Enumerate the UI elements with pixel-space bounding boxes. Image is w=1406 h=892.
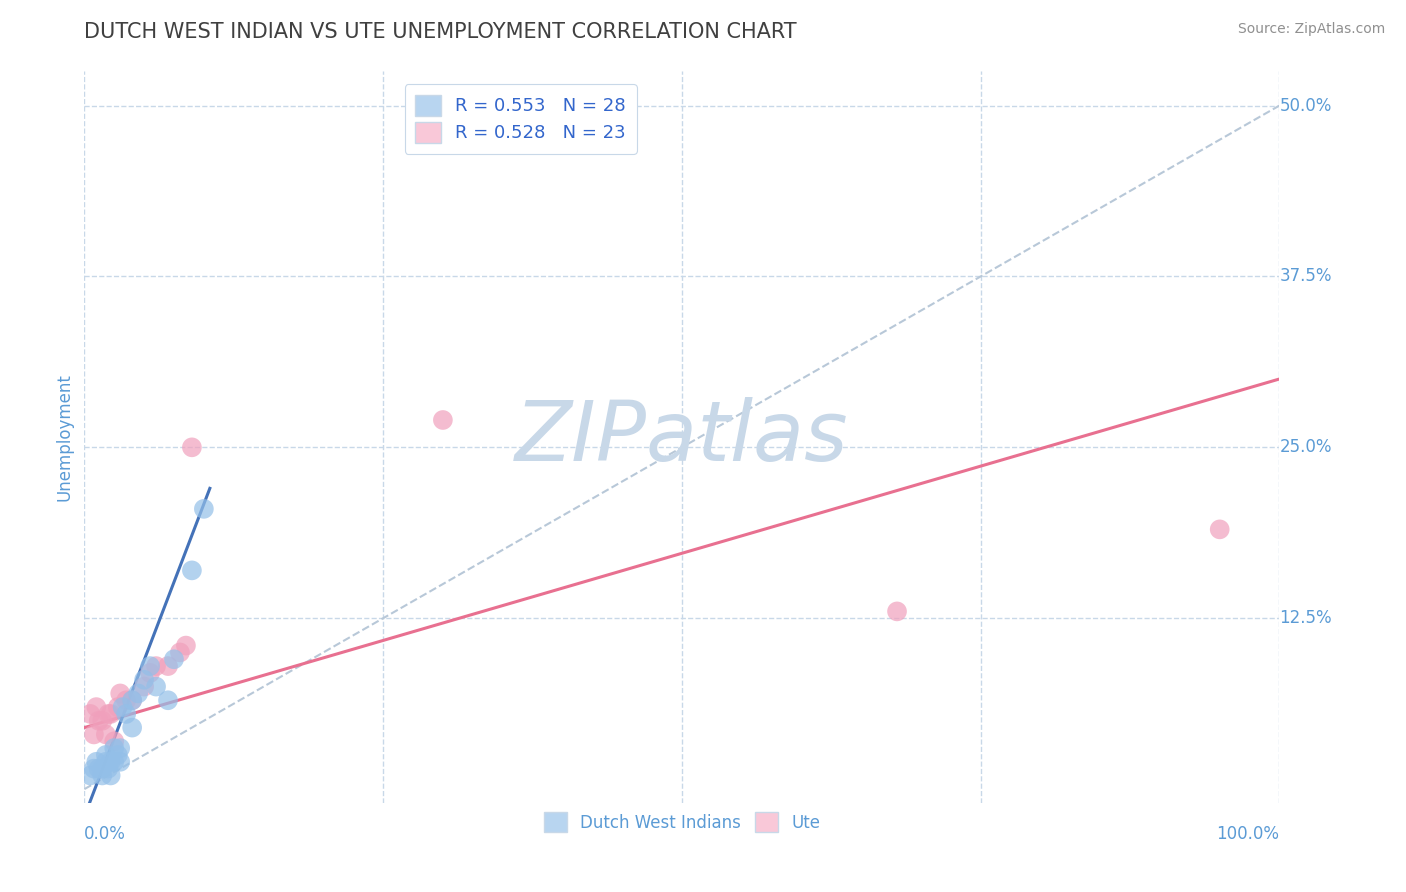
Point (145, 659, 167, 673)
Point (139, 665, 162, 680)
Point (157, 659, 180, 673)
Point (97, 762, 120, 776)
Text: 0.0%: 0.0% (84, 825, 127, 843)
Point (97, 706, 120, 721)
Text: ZIPatlas: ZIPatlas (515, 397, 849, 477)
Point (91, 762, 114, 776)
Point (87, 714, 110, 728)
Point (91, 768, 114, 782)
Point (132, 680, 156, 694)
Point (115, 706, 138, 721)
Text: Source: ZipAtlas.com: Source: ZipAtlas.com (1237, 22, 1385, 37)
Point (103, 734, 125, 748)
Text: 50.0%: 50.0% (1279, 96, 1331, 114)
Text: 100.0%: 100.0% (1216, 825, 1279, 843)
Point (107, 747, 129, 762)
Point (87, 762, 110, 776)
Point (100, 768, 122, 782)
Point (1209, 522, 1232, 536)
Point (94, 747, 117, 762)
Point (145, 680, 167, 694)
Point (169, 645, 191, 659)
Point (174, 639, 197, 653)
Point (163, 652, 186, 666)
Point (121, 721, 143, 735)
Point (111, 700, 134, 714)
Point (181, 563, 204, 577)
Point (79, 706, 101, 721)
Point (886, 604, 908, 618)
Point (110, 686, 132, 700)
Point (181, 440, 204, 454)
Legend: Dutch West Indians, Ute: Dutch West Indians, Ute (537, 805, 827, 838)
Point (83, 762, 105, 776)
Point (127, 686, 149, 700)
Point (157, 693, 180, 707)
Point (115, 693, 138, 707)
Point (110, 741, 132, 756)
Point (79, 768, 101, 782)
Point (100, 706, 122, 721)
Point (103, 755, 125, 769)
Point (110, 755, 132, 769)
Point (432, 413, 454, 427)
Point (91, 714, 114, 728)
Point (103, 741, 125, 756)
Text: 25.0%: 25.0% (1279, 438, 1331, 457)
Point (193, 501, 215, 516)
Point (121, 693, 143, 707)
Point (94, 755, 117, 769)
Point (86, 700, 108, 714)
Point (132, 673, 156, 687)
Text: 12.5%: 12.5% (1279, 609, 1331, 627)
Point (107, 700, 129, 714)
Point (121, 693, 143, 707)
Y-axis label: Unemployment: Unemployment (55, 373, 73, 501)
Text: DUTCH WEST INDIAN VS UTE UNEMPLOYMENT CORRELATION CHART: DUTCH WEST INDIAN VS UTE UNEMPLOYMENT CO… (84, 22, 797, 42)
Point (83, 727, 105, 741)
Point (100, 755, 122, 769)
Point (139, 659, 162, 673)
Point (94, 727, 117, 741)
Text: 37.5%: 37.5% (1279, 268, 1331, 285)
Point (86, 755, 108, 769)
